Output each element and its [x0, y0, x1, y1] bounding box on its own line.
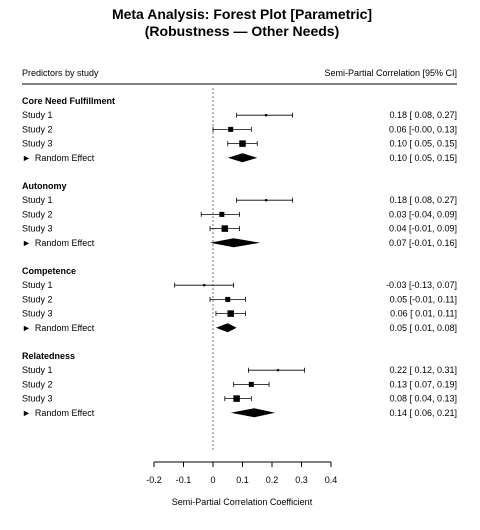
x-tick-label: -0.2 — [146, 475, 162, 485]
study-label: Study 1 — [22, 280, 53, 290]
x-tick-label: 0.3 — [295, 475, 308, 485]
summary-diamond — [228, 153, 258, 162]
x-tick-label: 0.4 — [325, 475, 338, 485]
x-axis-label: Semi-Partial Correlation Coefficient — [172, 497, 313, 507]
study-label: Study 3 — [22, 394, 53, 404]
left-column-header: Predictors by study — [22, 68, 99, 78]
study-estimate-text: 0.13 [ 0.07, 0.19] — [389, 379, 457, 389]
effect-point — [239, 140, 246, 147]
study-label: Study 1 — [22, 365, 53, 375]
summary-marker-icon: ► — [22, 323, 31, 333]
study-estimate-text: 0.18 [ 0.08, 0.27] — [389, 195, 457, 205]
summary-label: ► Random Effect — [22, 408, 95, 418]
summary-estimate-text: 0.14 [ 0.06, 0.21] — [389, 408, 457, 418]
study-label: Study 3 — [22, 224, 53, 234]
summary-label-text: Random Effect — [35, 238, 95, 248]
effect-point — [222, 225, 229, 232]
summary-diamond — [216, 323, 237, 332]
study-estimate-text: 0.10 [ 0.05, 0.15] — [389, 139, 457, 149]
x-axis: -0.2 -0.1 0 0.1 0.2 0.3 0.4 — [146, 462, 337, 485]
study-label: Study 2 — [22, 124, 53, 134]
x-tick-label: 0.1 — [236, 475, 249, 485]
chart-title-line-1: Meta Analysis: Forest Plot [Parametric] — [112, 6, 372, 22]
study-label: Study 1 — [22, 110, 53, 120]
effect-point — [228, 127, 233, 132]
study-label: Study 1 — [22, 195, 53, 205]
summary-estimate-text: 0.10 [ 0.05, 0.15] — [389, 153, 457, 163]
study-estimate-text: 0.03 [-0.04, 0.09] — [389, 209, 457, 219]
effect-point — [227, 310, 234, 317]
summary-label: ► Random Effect — [22, 153, 95, 163]
study-estimate-text: 0.05 [-0.01, 0.11] — [390, 294, 457, 304]
summary-diamond — [231, 408, 275, 417]
study-estimate-text: 0.06 [ 0.01, 0.11] — [390, 309, 457, 319]
effect-point — [225, 297, 230, 302]
effect-point — [203, 284, 205, 286]
study-estimate-text: -0.03 [-0.13, 0.07] — [386, 280, 457, 290]
summary-estimate-text: 0.07 [-0.01, 0.16] — [389, 238, 457, 248]
summary-marker-icon: ► — [22, 153, 31, 163]
summary-marker-icon: ► — [22, 408, 31, 418]
study-label: Study 2 — [22, 294, 53, 304]
group-heading: Relatedness — [22, 351, 75, 361]
effect-point — [249, 382, 254, 387]
x-tick-label: -0.1 — [176, 475, 192, 485]
group-heading: Autonomy — [22, 181, 67, 191]
summary-diamond — [210, 238, 260, 247]
right-column-header: Semi-Partial Correlation [95% CI] — [324, 68, 457, 78]
study-estimate-text: 0.04 [-0.01, 0.09] — [389, 224, 457, 234]
study-label: Study 3 — [22, 139, 53, 149]
study-estimate-text: 0.06 [-0.00, 0.13] — [389, 124, 457, 134]
summary-label-text: Random Effect — [35, 323, 95, 333]
summary-label-text: Random Effect — [35, 408, 95, 418]
study-estimate-text: 0.22 [ 0.12, 0.31] — [389, 365, 457, 375]
group-heading: Core Need Fulfillment — [22, 96, 115, 106]
study-label: Study 2 — [22, 379, 53, 389]
summary-label-text: Random Effect — [35, 153, 95, 163]
effect-point — [277, 369, 279, 371]
effect-point — [265, 199, 267, 201]
study-estimate-text: 0.18 [ 0.08, 0.27] — [389, 110, 457, 120]
study-label: Study 3 — [22, 309, 53, 319]
study-label: Study 2 — [22, 209, 53, 219]
effect-point — [233, 395, 240, 402]
effect-point — [265, 114, 267, 116]
summary-marker-icon: ► — [22, 238, 31, 248]
forest-rows: Core Need Fulfillment Study 1 0.18 [ 0.08,… — [22, 96, 457, 418]
group-heading: Competence — [22, 266, 76, 276]
chart-title-line-2: (Robustness — Other Needs) — [145, 23, 339, 39]
summary-label: ► Random Effect — [22, 323, 95, 333]
x-tick-label: 0.2 — [266, 475, 279, 485]
x-tick-label: 0 — [210, 475, 215, 485]
summary-label: ► Random Effect — [22, 238, 95, 248]
study-estimate-text: 0.08 [ 0.04, 0.13] — [389, 394, 457, 404]
effect-point — [219, 212, 224, 217]
summary-estimate-text: 0.05 [ 0.01, 0.08] — [389, 323, 457, 333]
